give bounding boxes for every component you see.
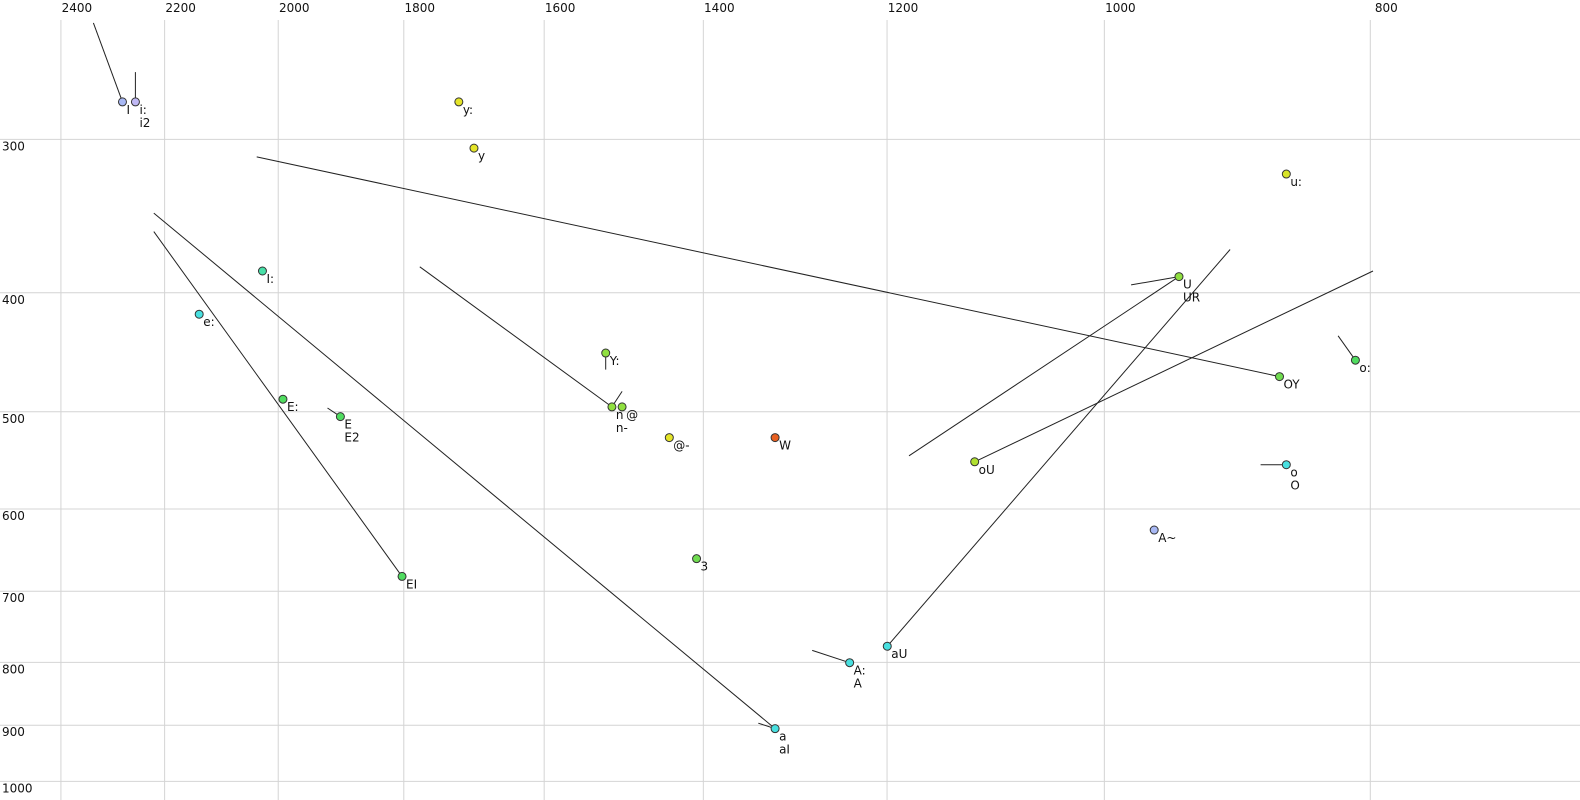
vowel-point — [1350, 355, 1360, 365]
vowel-label: I: — [266, 272, 274, 286]
vowel-label: n — [616, 408, 624, 422]
y-tick-label: 700 — [2, 591, 25, 605]
trajectory — [1131, 276, 1180, 286]
vowel-point — [1149, 525, 1159, 535]
vowel-point — [1174, 272, 1184, 282]
trajectory — [153, 231, 403, 577]
vowel-point — [194, 309, 204, 319]
vowel-point — [1281, 169, 1291, 179]
vowel-label: W — [779, 439, 791, 453]
trajectory — [812, 649, 850, 664]
vowel-point — [397, 571, 407, 581]
y-tick-label: 800 — [2, 662, 25, 676]
vowel-label-alt: n- — [616, 421, 628, 435]
vowel-label: y: — [463, 103, 473, 117]
trajectory — [1337, 335, 1356, 361]
vowel-label-alt: i2 — [139, 116, 150, 130]
vowel-point — [454, 97, 464, 107]
vowel-point — [469, 143, 479, 153]
vowel-point — [607, 402, 617, 412]
vowel-label: E — [344, 418, 352, 432]
vowel-label-alt: A — [854, 677, 863, 691]
vowel-label: Y: — [609, 354, 620, 368]
vowel-point — [601, 348, 611, 358]
vowel-point — [1281, 460, 1291, 470]
vowel-label: A: — [854, 664, 866, 678]
trajectory — [419, 266, 613, 408]
trajectory — [886, 249, 1231, 647]
vowel-label: OY — [1283, 378, 1300, 392]
vowel-label-alt: E2 — [344, 431, 359, 445]
trajectory — [256, 156, 1280, 378]
vowel-label: E: — [287, 400, 299, 414]
y-tick-label: 900 — [2, 725, 25, 739]
vowel-label: U — [1183, 278, 1192, 292]
vowel-point — [617, 402, 627, 412]
x-tick-label: 1800 — [405, 1, 436, 15]
y-tick-label: 500 — [2, 412, 25, 426]
vowel-label: e: — [203, 315, 214, 329]
vowel-point — [278, 394, 288, 404]
x-tick-label: 1200 — [888, 1, 919, 15]
vowel-point — [130, 97, 140, 107]
vowel-point — [692, 554, 702, 564]
vowel-point — [770, 724, 780, 734]
y-tick-label: 1000 — [2, 781, 33, 795]
vowel-label: y — [478, 149, 485, 163]
vowel-point — [970, 457, 980, 467]
vowel-label: aU — [891, 647, 907, 661]
vowel-label-alt: O — [1290, 479, 1299, 493]
x-tick-label: 1600 — [545, 1, 576, 15]
vowel-point — [117, 97, 127, 107]
vowel-label-alt: UR — [1183, 291, 1200, 305]
x-tick-label: 1400 — [704, 1, 735, 15]
vowel-label: A~ — [1158, 531, 1176, 545]
trajectory — [92, 22, 123, 103]
vowel-label-alt: aI — [779, 743, 790, 757]
vowel-label: @- — [673, 439, 689, 453]
x-tick-label: 1000 — [1105, 1, 1136, 15]
x-tick-label: 2200 — [165, 1, 196, 15]
vowel-label: oU — [979, 463, 995, 477]
vowel-point — [335, 412, 345, 422]
x-tick-label: 2400 — [62, 1, 93, 15]
vowel-point — [882, 641, 892, 651]
vowel-point — [664, 433, 674, 443]
y-tick-label: 300 — [2, 139, 25, 153]
vowel-label: u: — [1290, 175, 1302, 189]
vowel-point — [845, 658, 855, 668]
vowel-point — [1274, 372, 1284, 382]
x-tick-label: 2000 — [279, 1, 310, 15]
vowel-label: EI — [406, 577, 417, 591]
trajectory — [153, 212, 776, 729]
vowel-label: 3 — [701, 560, 709, 574]
vowel-label: i: — [139, 103, 146, 117]
vowel-label: a — [779, 730, 786, 744]
vowel-label: I — [126, 103, 130, 117]
vowel-label: o — [1290, 466, 1297, 480]
y-tick-label: 600 — [2, 509, 25, 523]
y-tick-label: 400 — [2, 293, 25, 307]
trajectory — [974, 270, 1374, 463]
vowel-point — [257, 266, 267, 276]
trajectory — [908, 276, 1180, 457]
vowel-label: @ — [626, 408, 638, 422]
vowel-point — [770, 433, 780, 443]
vowel-label: o: — [1359, 361, 1370, 375]
x-tick-label: 800 — [1375, 1, 1398, 15]
